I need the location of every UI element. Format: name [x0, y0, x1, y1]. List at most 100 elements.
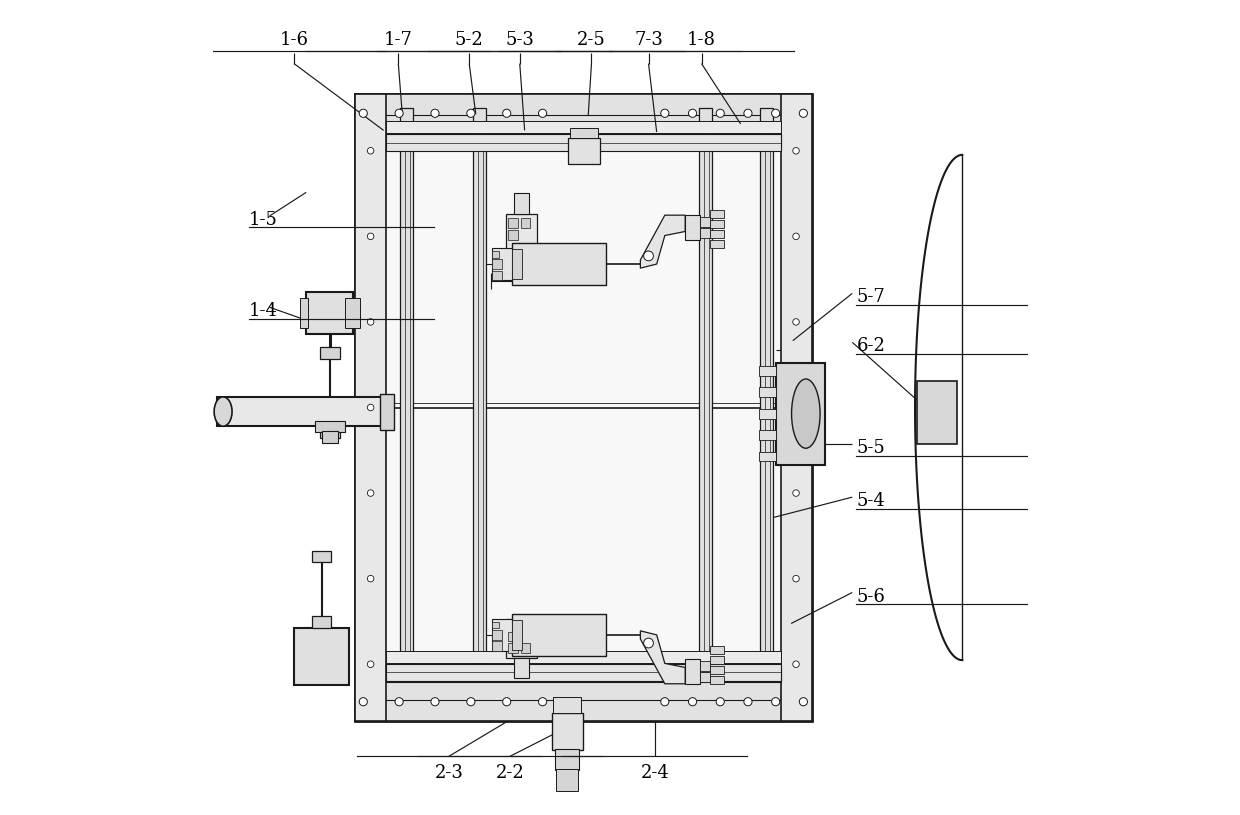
Bar — [709, 220, 724, 228]
Circle shape — [367, 319, 374, 325]
Bar — [386, 651, 780, 663]
Text: 1-5: 1-5 — [249, 211, 278, 229]
Bar — [346, 298, 360, 328]
Circle shape — [717, 698, 724, 706]
Bar — [918, 381, 956, 444]
Bar — [320, 427, 340, 438]
Bar — [512, 614, 606, 656]
Circle shape — [717, 109, 724, 117]
Bar — [474, 108, 486, 667]
Bar — [512, 620, 522, 650]
Text: 2-2: 2-2 — [496, 764, 525, 782]
Bar — [760, 108, 774, 667]
Circle shape — [502, 698, 511, 706]
Bar — [300, 298, 308, 328]
Circle shape — [502, 109, 511, 117]
Circle shape — [800, 698, 807, 706]
Bar — [312, 551, 331, 562]
Circle shape — [538, 109, 547, 117]
Bar — [492, 630, 502, 640]
Ellipse shape — [791, 379, 820, 448]
Circle shape — [792, 319, 800, 325]
Bar — [492, 622, 498, 628]
Bar — [492, 251, 498, 258]
Circle shape — [688, 109, 697, 117]
Circle shape — [771, 698, 780, 706]
Circle shape — [792, 233, 800, 240]
Text: 5-2: 5-2 — [455, 31, 484, 49]
Text: 1-7: 1-7 — [384, 31, 413, 49]
Bar — [492, 619, 512, 651]
Text: 5-3: 5-3 — [506, 31, 534, 49]
Bar — [521, 643, 531, 653]
Circle shape — [644, 638, 653, 648]
Circle shape — [367, 575, 374, 582]
Circle shape — [792, 575, 800, 582]
Polygon shape — [640, 215, 686, 268]
Text: 5-4: 5-4 — [857, 492, 885, 510]
Bar — [553, 697, 580, 713]
Bar — [401, 108, 413, 667]
Ellipse shape — [215, 397, 232, 426]
Circle shape — [792, 148, 800, 154]
Bar — [515, 658, 528, 678]
Bar — [506, 619, 537, 658]
Circle shape — [360, 698, 367, 706]
Bar — [521, 218, 531, 228]
Bar — [699, 108, 712, 667]
Circle shape — [360, 109, 367, 117]
Bar — [570, 128, 598, 138]
Bar — [306, 292, 353, 334]
Bar — [386, 664, 780, 681]
Text: 5-7: 5-7 — [857, 289, 885, 306]
Circle shape — [688, 698, 697, 706]
Text: 7-3: 7-3 — [634, 31, 663, 49]
Bar — [321, 431, 339, 443]
Bar — [780, 94, 811, 721]
Text: 2-4: 2-4 — [641, 764, 670, 782]
Bar — [709, 666, 724, 674]
Bar — [515, 193, 528, 214]
Circle shape — [744, 698, 751, 706]
Circle shape — [367, 404, 374, 411]
Bar — [557, 769, 578, 791]
Bar — [386, 121, 780, 133]
Bar — [709, 210, 724, 218]
Circle shape — [432, 698, 439, 706]
Circle shape — [396, 109, 403, 117]
Bar — [217, 397, 386, 426]
Bar — [709, 646, 724, 654]
Text: 6-2: 6-2 — [857, 337, 885, 355]
Bar — [355, 682, 811, 721]
Bar — [709, 676, 724, 684]
Bar — [552, 713, 583, 750]
Bar — [386, 667, 780, 682]
Circle shape — [538, 698, 547, 706]
Circle shape — [800, 109, 807, 117]
Bar — [355, 94, 811, 133]
Circle shape — [466, 109, 475, 117]
Circle shape — [661, 109, 668, 117]
Bar — [355, 94, 386, 721]
Bar — [709, 230, 724, 238]
Circle shape — [644, 251, 653, 261]
Circle shape — [466, 698, 475, 706]
Bar — [709, 240, 724, 248]
Bar — [379, 394, 394, 430]
Bar — [686, 215, 699, 240]
Bar — [699, 672, 709, 682]
Bar — [315, 421, 345, 432]
Bar — [386, 133, 780, 148]
Bar — [320, 347, 340, 359]
Text: 2-5: 2-5 — [577, 31, 606, 49]
Bar — [554, 749, 579, 770]
Bar — [294, 628, 350, 685]
Circle shape — [367, 661, 374, 667]
Text: 1-8: 1-8 — [687, 31, 715, 49]
Text: 1-6: 1-6 — [279, 31, 309, 49]
Bar — [512, 243, 606, 285]
Circle shape — [367, 148, 374, 154]
Polygon shape — [640, 631, 686, 684]
Bar — [492, 248, 512, 280]
Bar — [492, 271, 502, 280]
